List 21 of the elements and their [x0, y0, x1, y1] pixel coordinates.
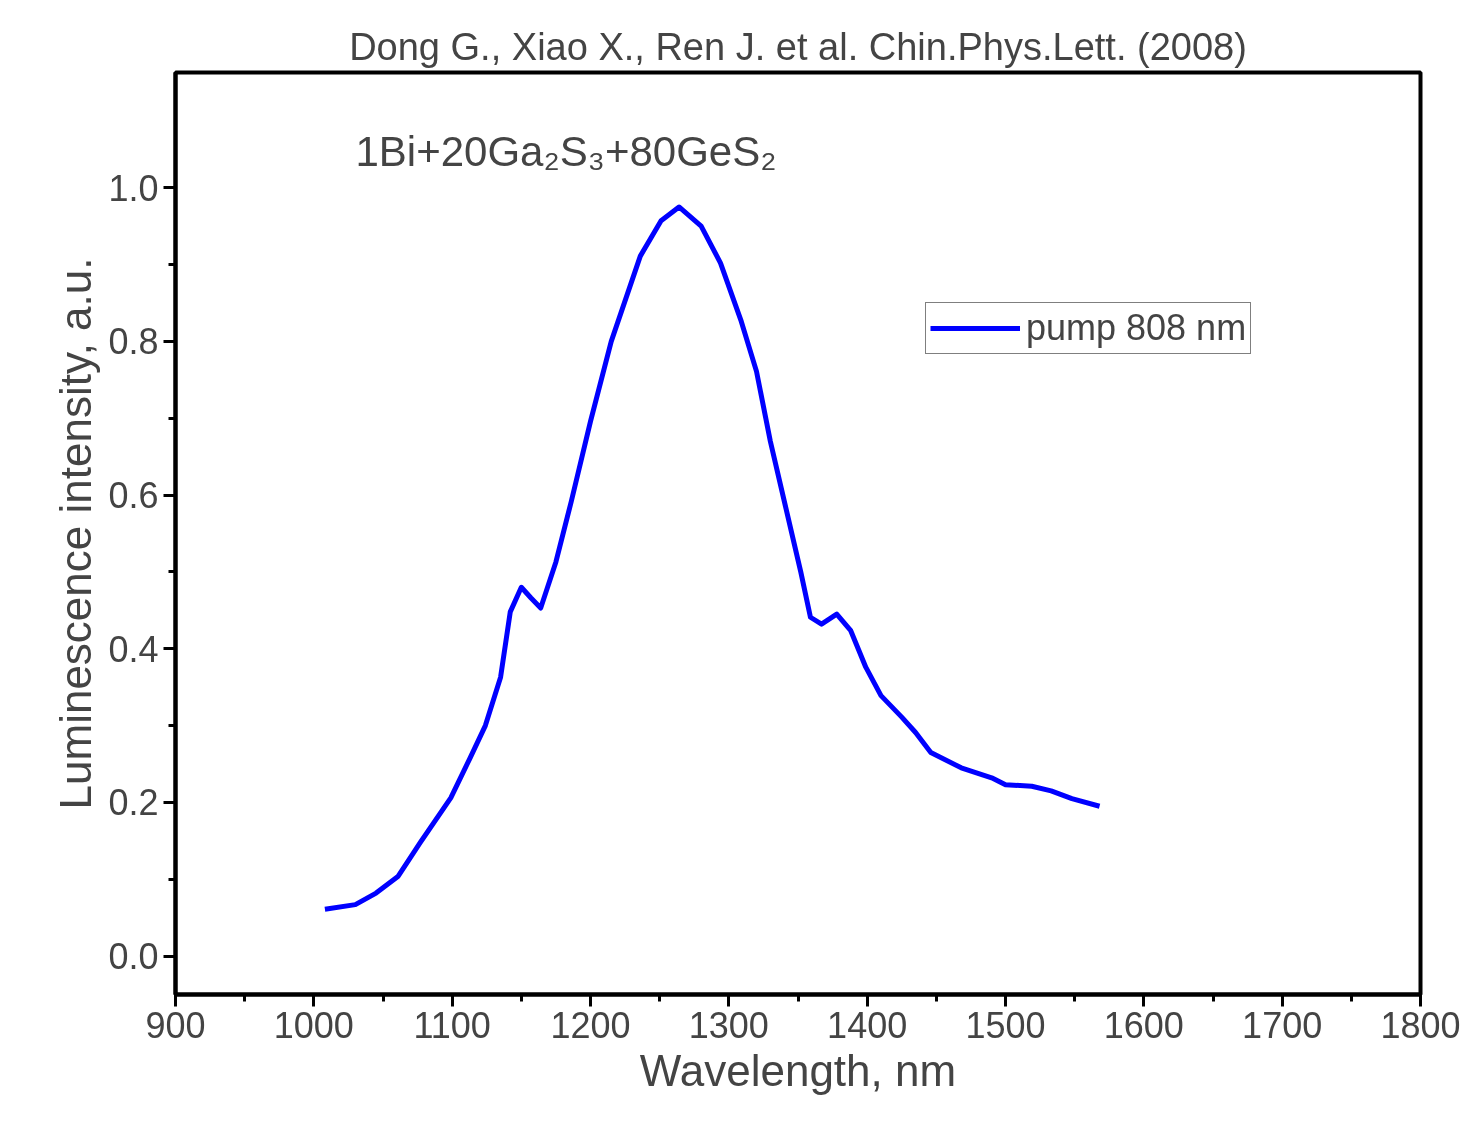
y-tick-label: 0.0 — [108, 936, 159, 978]
x-axis-title: Wavelength, nm — [639, 1045, 957, 1095]
x-tick-label: 1800 — [1380, 1004, 1461, 1046]
y-tick-label: 1.0 — [108, 167, 159, 209]
x-tick-label: 1400 — [827, 1004, 908, 1046]
annotation: 1Bi+20Ga₂S₃+80GeS₂ — [355, 127, 777, 175]
x-tick-label: 1100 — [413, 1004, 491, 1046]
x-tick-label: 1500 — [965, 1004, 1046, 1046]
y-tick-label: 0.4 — [108, 628, 159, 670]
y-tick-label: 0.2 — [108, 782, 159, 824]
x-tick-label: 1300 — [688, 1004, 769, 1046]
legend-label: pump 808 nm — [1026, 307, 1247, 349]
y-axis-title: Luminescence intensity, a.u. — [51, 257, 101, 810]
x-tick-label: 900 — [145, 1004, 206, 1046]
x-tick-label: 1000 — [273, 1004, 354, 1046]
x-tick-label: 1700 — [1242, 1004, 1323, 1046]
x-tick-label: 1600 — [1103, 1004, 1184, 1046]
x-tick-label: 1200 — [550, 1004, 631, 1046]
y-tick-label: 0.8 — [108, 321, 159, 363]
chart-title: Dong G., Xiao X., Ren J. et al. Chin.Phys.Lett. (2008) — [349, 25, 1247, 68]
y-tick-label: 0.6 — [108, 475, 159, 517]
